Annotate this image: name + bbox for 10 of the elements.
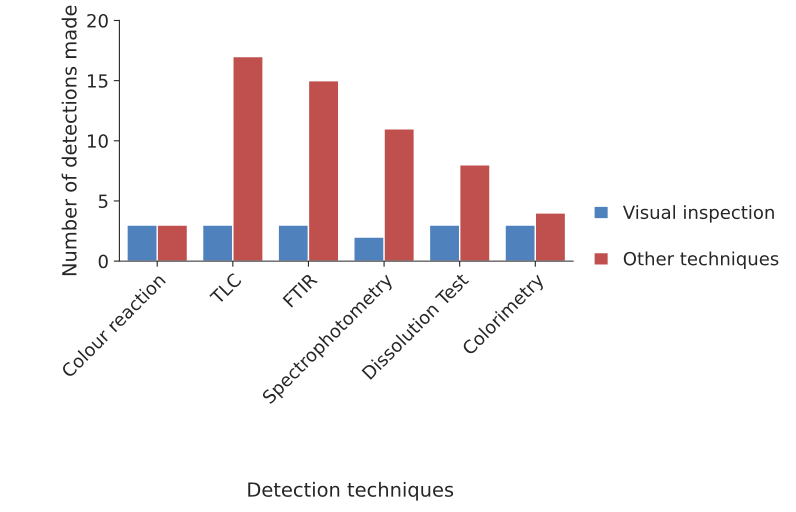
y-tick-label: 5 [98, 194, 108, 208]
x-tick-label: TLC [209, 272, 242, 306]
y-tick-label: 20 [87, 14, 108, 28]
legend-label: Visual inspection [622, 205, 774, 223]
y-tick-label: 15 [88, 74, 108, 88]
y-axis-title: Number of detections made [62, 6, 77, 276]
legend-label: Other techniques [624, 252, 778, 269]
y-tick-label: 10 [88, 134, 108, 148]
x-axis-title: Detection techniques [248, 482, 454, 501]
y-tick-label: 0 [98, 254, 108, 268]
